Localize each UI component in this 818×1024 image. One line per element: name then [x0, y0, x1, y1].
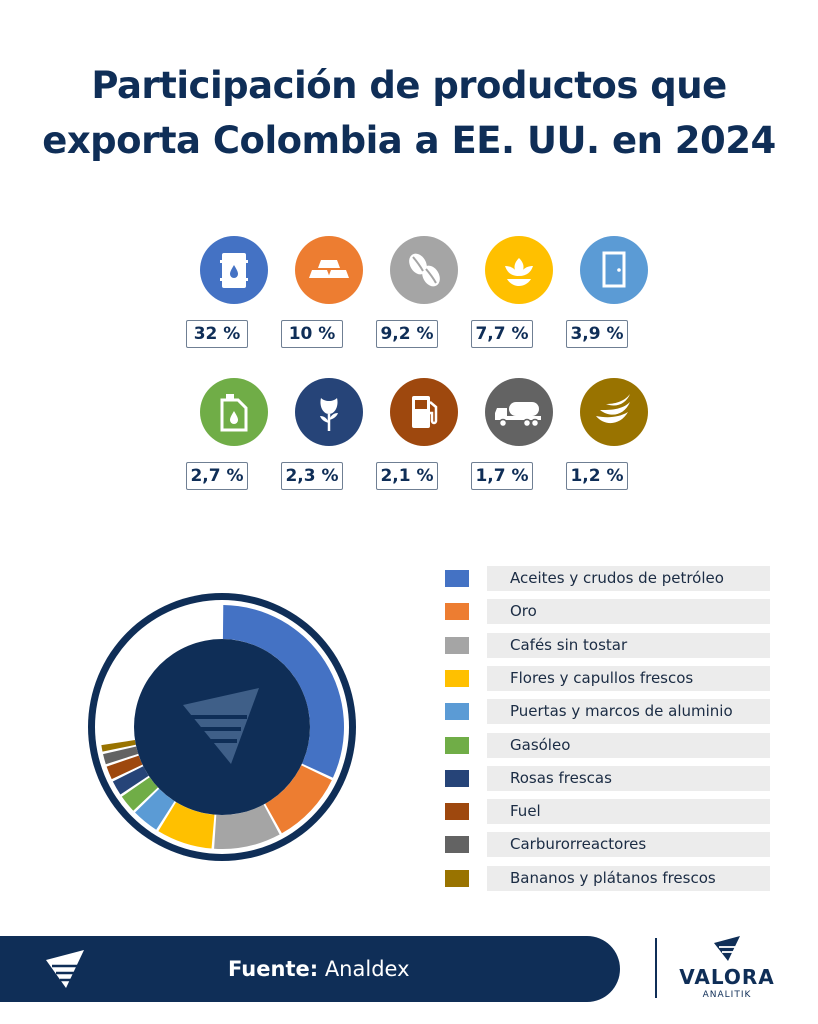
legend-label: Bananos y plátanos frescos [487, 865, 770, 891]
donut-slice [103, 746, 139, 765]
donut-slice [106, 755, 143, 780]
legend-label: Rosas frescas [487, 765, 770, 791]
legend-label: Flores y capullos frescos [487, 665, 770, 691]
legend-label: Carburorreactores [487, 832, 770, 858]
percent-badge: 2,7 % [186, 462, 248, 490]
donut-slice [112, 766, 149, 795]
donut-slice [135, 788, 175, 830]
legend-item: Puertas y marcos de aluminio [445, 699, 770, 725]
footer-bar: Fuente: Analdex [0, 936, 620, 1002]
legend-label: Cafés sin tostar [487, 632, 770, 658]
legend-item: Aceites y crudos de petróleo [445, 566, 770, 591]
legend-swatch [445, 703, 469, 721]
page-title: Participación de productos que exporta C… [0, 58, 818, 168]
legend-label: Puertas y marcos de aluminio [487, 699, 770, 725]
tanker-truck-icon [485, 378, 553, 446]
donut-slice [158, 802, 215, 849]
source-text: Fuente: Analdex [228, 936, 410, 1002]
donut-chart [87, 592, 357, 862]
legend-item: Flores y capullos frescos [445, 665, 770, 691]
legend-item: Carburorreactores [445, 832, 770, 858]
legend-item: Gasóleo [445, 732, 770, 758]
legend-item: Oro [445, 599, 770, 625]
center-logo [183, 688, 259, 764]
source-value: Analdex [324, 957, 410, 981]
donut-slice [265, 765, 332, 834]
fuel-pump-icon [390, 378, 458, 446]
brand-logo: VALORA ANALITIK [672, 934, 782, 1004]
legend-label: Aceites y crudos de petróleo [487, 566, 770, 591]
legend-label: Gasóleo [487, 732, 770, 758]
legend-swatch [445, 736, 469, 754]
percent-badge: 2,3 % [281, 462, 343, 490]
title-line-1: Participación de productos que [91, 64, 727, 107]
legend-item: Rosas frescas [445, 765, 770, 791]
icon-grid: 32 % 10 % 9,2 % [186, 236, 648, 490]
oil-barrel-icon [200, 236, 268, 304]
legend-label: Oro [487, 599, 770, 625]
donut-slice [121, 777, 158, 811]
door-icon [580, 236, 648, 304]
legend-swatch [445, 803, 469, 821]
flower-icon [485, 236, 553, 304]
brand-name: VALORA [679, 965, 775, 989]
donut-slice [214, 804, 280, 849]
legend-swatch [445, 869, 469, 887]
legend-swatch [445, 570, 469, 587]
percent-badge: 9,2 % [376, 320, 438, 348]
legend-item: Cafés sin tostar [445, 632, 770, 658]
legend-swatch [445, 669, 469, 687]
donut-center [134, 639, 310, 815]
footer-divider [655, 938, 657, 998]
percent-badge: 1,2 % [566, 462, 628, 490]
bananas-icon [580, 378, 648, 446]
source-label: Fuente: [228, 957, 319, 981]
legend-item: Fuel [445, 799, 770, 825]
fuel-canister-icon [200, 378, 268, 446]
legend-swatch [445, 603, 469, 621]
percent-badge: 1,7 % [471, 462, 533, 490]
legend-swatch [445, 836, 469, 854]
legend-swatch [445, 769, 469, 787]
legend-swatch [445, 636, 469, 654]
brand-subtitle: ANALITIK [702, 990, 752, 1000]
rose-icon [295, 378, 363, 446]
percent-badge: 10 % [281, 320, 343, 348]
percent-badge: 2,1 % [376, 462, 438, 490]
percent-badge: 32 % [186, 320, 248, 348]
legend-item: Bananos y plátanos frescos [445, 865, 770, 891]
legend-label: Fuel [487, 799, 770, 825]
donut-slice [101, 740, 136, 752]
donut-slice [222, 605, 344, 778]
coffee-beans-icon [390, 236, 458, 304]
valora-logo-icon [46, 950, 84, 988]
percent-badge: 3,9 % [566, 320, 628, 348]
percent-badge: 7,7 % [471, 320, 533, 348]
valora-mark-icon [714, 936, 740, 961]
title-line-2: exporta Colombia a EE. UU. en 2024 [42, 119, 776, 162]
gold-bars-icon [295, 236, 363, 304]
